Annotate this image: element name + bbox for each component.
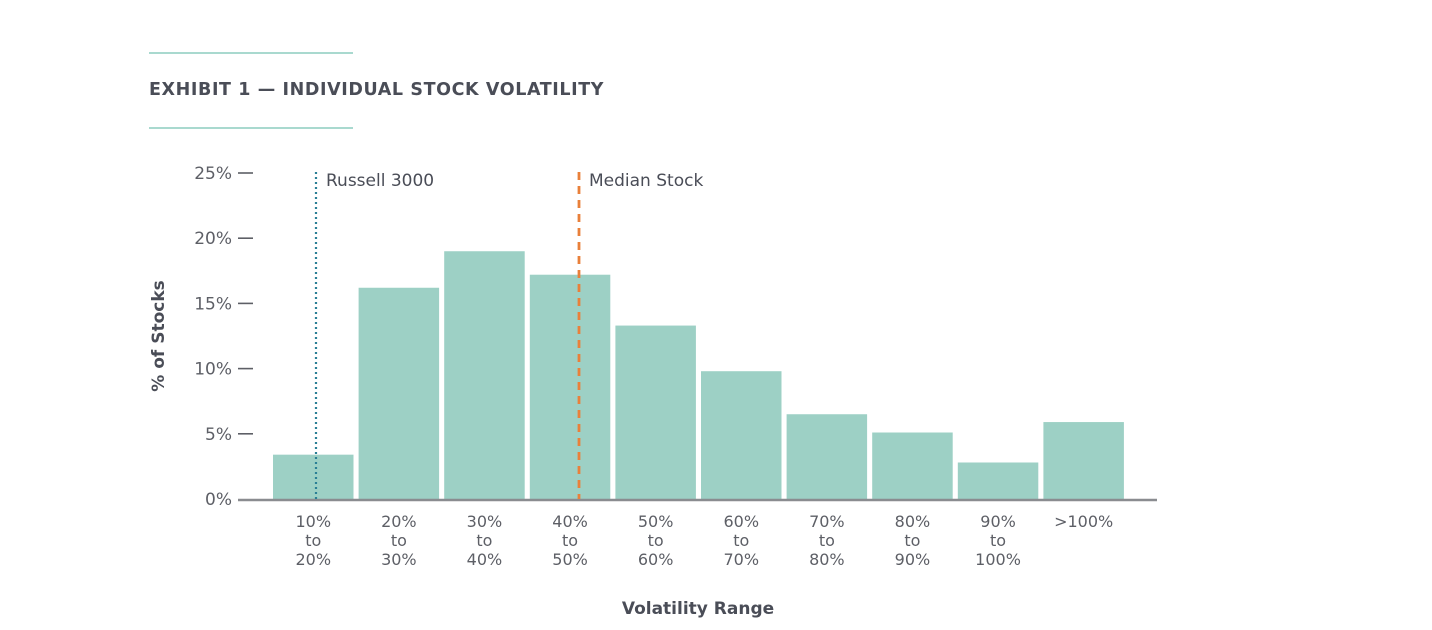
bar-0	[273, 454, 354, 499]
x-tick-label: 20%	[295, 550, 331, 569]
x-tick-label: to	[733, 531, 749, 550]
x-tick-label: to	[562, 531, 578, 550]
y-tick-label: 5%	[205, 425, 232, 445]
x-tick-label: 10%	[295, 512, 331, 531]
x-tick-label: to	[391, 531, 407, 550]
bar-3	[529, 274, 611, 499]
bar-8	[957, 462, 1039, 499]
y-tick-label: 20%	[194, 229, 232, 249]
y-tick-label: 10%	[194, 360, 232, 380]
bar-1	[358, 287, 440, 499]
x-tick-label: to	[904, 531, 920, 550]
x-tick-label: 80%	[895, 512, 931, 531]
y-tick-label: 15%	[194, 294, 232, 314]
x-tick-label: to	[990, 531, 1006, 550]
x-tick-label: 50%	[638, 512, 674, 531]
bar-6	[786, 414, 868, 499]
x-tick-label: to	[476, 531, 492, 550]
title-rule-top	[149, 52, 353, 54]
bar-2	[444, 251, 525, 499]
x-tick-label: 30%	[467, 512, 503, 531]
bar-4	[615, 325, 696, 499]
y-tick-label: 25%	[194, 164, 232, 184]
x-tick-label: 70%	[723, 550, 759, 569]
x-tick-label: 80%	[809, 550, 845, 569]
bar-9	[1043, 422, 1124, 499]
x-tick-label: 60%	[638, 550, 674, 569]
x-tick-label: 20%	[381, 512, 417, 531]
y-tick-label: 0%	[205, 490, 232, 510]
x-tick-label: to	[819, 531, 835, 550]
x-tick-label: 50%	[552, 550, 588, 569]
y-axis-label: % of Stocks	[149, 280, 169, 392]
x-tick-label: 30%	[381, 550, 417, 569]
x-tick-label: 40%	[552, 512, 588, 531]
title-rule-bottom	[149, 127, 353, 129]
x-axis-label: Volatility Range	[622, 599, 774, 619]
x-tick-label: 100%	[975, 550, 1021, 569]
bar-7	[872, 432, 953, 499]
x-tick-label: to	[648, 531, 664, 550]
x-tick-label: 90%	[895, 550, 931, 569]
x-tick-label: 40%	[467, 550, 503, 569]
x-tick-label: 60%	[723, 512, 759, 531]
bar-5	[701, 371, 782, 499]
x-tick-label: >100%	[1054, 512, 1113, 531]
chart-title: EXHIBIT 1 — INDIVIDUAL STOCK VOLATILITY	[149, 80, 605, 100]
x-tick-label: 90%	[980, 512, 1016, 531]
reference-line-label: Median Stock	[589, 171, 703, 191]
x-tick-label: to	[305, 531, 321, 550]
x-tick-label: 70%	[809, 512, 845, 531]
reference-line-label: Russell 3000	[326, 171, 434, 191]
